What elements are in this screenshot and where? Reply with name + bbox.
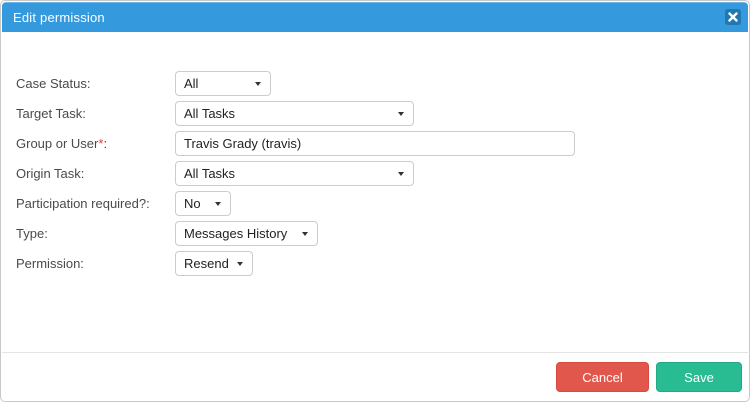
permission-label: Permission: — [16, 256, 84, 271]
cancel-button[interactable]: Cancel — [556, 362, 649, 392]
dropdown-caret-icon — [255, 81, 261, 86]
case-status-label: Case Status: — [16, 76, 91, 91]
target-task-select[interactable]: All Tasks — [175, 101, 414, 126]
permission-select[interactable]: Resend — [175, 251, 253, 276]
type-label: Type: — [16, 226, 48, 241]
dropdown-caret-icon — [237, 261, 243, 266]
permission-form: Case Status: All Target Task: All Tasks … — [2, 33, 748, 352]
participation-required-label: Participation required?: — [16, 196, 150, 211]
close-icon — [728, 12, 738, 22]
form-row-permission: Permission: Resend — [16, 251, 748, 276]
participation-required-select[interactable]: No — [175, 191, 231, 216]
close-button[interactable] — [725, 9, 741, 25]
group-or-user-input[interactable] — [175, 131, 575, 156]
group-or-user-label: Group or User*: — [16, 136, 108, 151]
dropdown-caret-icon — [398, 111, 404, 116]
dropdown-caret-icon — [215, 201, 221, 206]
dialog-header: Edit permission — [2, 2, 748, 32]
origin-task-select[interactable]: All Tasks — [175, 161, 414, 186]
dropdown-caret-icon — [302, 231, 308, 236]
dialog-title: Edit permission — [13, 10, 105, 25]
form-row-case-status: Case Status: All — [16, 71, 748, 96]
dropdown-caret-icon — [398, 171, 404, 176]
form-row-participation-required: Participation required?: No — [16, 191, 748, 216]
form-row-target-task: Target Task: All Tasks — [16, 101, 748, 126]
form-row-origin-task: Origin Task: All Tasks — [16, 161, 748, 186]
form-row-type: Type: Messages History — [16, 221, 748, 246]
save-button[interactable]: Save — [656, 362, 742, 392]
target-task-label: Target Task: — [16, 106, 86, 121]
dialog-footer: Cancel Save — [2, 352, 748, 400]
origin-task-label: Origin Task: — [16, 166, 85, 181]
form-row-group-or-user: Group or User*: — [16, 131, 748, 156]
type-select[interactable]: Messages History — [175, 221, 318, 246]
case-status-select[interactable]: All — [175, 71, 271, 96]
